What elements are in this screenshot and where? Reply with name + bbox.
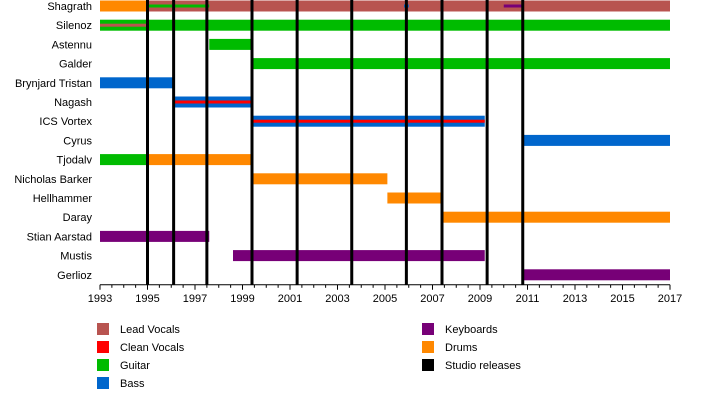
x-tick-label-2015: 2015	[610, 293, 634, 305]
bar-ics-vortex-clean-vocals-secondary	[252, 119, 485, 123]
studio-releases-layer	[146, 0, 525, 285]
x-tick-label-2009: 2009	[468, 293, 492, 305]
x-tick-label-2017: 2017	[658, 293, 682, 305]
member-label-hellhammer: Hellhammer	[33, 193, 93, 205]
member-label-mustis: Mustis	[60, 251, 92, 263]
x-tick-label-2013: 2013	[563, 293, 587, 305]
x-tick-label-1999: 1999	[230, 293, 254, 305]
member-label-tjodalv: Tjodalv	[57, 155, 93, 167]
x-tick-label-2001: 2001	[278, 293, 302, 305]
bar-tjodalv-guitar	[100, 154, 148, 166]
member-label-nagash: Nagash	[54, 97, 92, 109]
x-tick-label-2011: 2011	[516, 293, 540, 305]
bar-nagash-clean-vocals-secondary	[173, 100, 252, 104]
member-label-stian-aarstad: Stian Aarstad	[27, 231, 92, 243]
legend-swatch-bass	[97, 377, 109, 389]
member-label-daray: Daray	[63, 212, 93, 224]
bar-astennu-guitar	[209, 38, 252, 50]
member-label-shagrath: Shagrath	[47, 1, 92, 13]
legend-label-keyboards: Keyboards	[445, 324, 498, 336]
legend-swatch-guitar	[97, 359, 109, 371]
bar-stian-aarstad-keyboards	[100, 230, 210, 242]
bar-nicholas-barker-drums	[252, 173, 388, 185]
legend-swatch-studio-releases	[422, 359, 434, 371]
x-axis: 1993 1995 1997 1999 2001 2003 2005 2007 2009 2011…	[88, 284, 682, 305]
legend-label-bass: Bass	[120, 378, 145, 390]
bar-shagrath-keyboards-secondary	[503, 4, 523, 8]
legend-swatch-lead-vocals	[97, 323, 109, 335]
bar-silenoz-guitar	[100, 19, 670, 31]
bar-silenoz-lead-vocals-secondary	[100, 23, 148, 27]
legend-label-lead-vocals: Lead Vocals	[120, 324, 180, 336]
bars-layer	[100, 0, 670, 281]
bar-daray-drums	[442, 211, 670, 223]
member-label-gerlioz: Gerlioz	[57, 270, 92, 282]
member-label-silenoz: Silenoz	[56, 20, 92, 32]
member-label-nicholas-barker: Nicholas Barker	[14, 174, 92, 186]
bar-tjodalv-drums	[147, 154, 252, 166]
member-label-galder: Galder	[59, 59, 92, 71]
legend-swatch-drums	[422, 341, 434, 353]
bar-mustis-keyboards	[233, 250, 485, 262]
member-label-brynjard-tristan: Brynjard Tristan	[15, 78, 92, 90]
x-tick-label-2003: 2003	[325, 293, 349, 305]
bar-galder-guitar	[252, 58, 670, 70]
bar-cyrus-bass	[522, 134, 670, 146]
member-label-cyrus: Cyrus	[63, 135, 92, 147]
member-labels-layer: Shagrath Silenoz Astennu Galder Brynjard Tri…	[14, 1, 92, 282]
legend: Lead Vocals Clean Vocals Guitar Bass Keyboar…	[97, 323, 521, 390]
bar-shagrath-guitar-secondary	[147, 4, 210, 8]
legend-label-guitar: Guitar	[120, 360, 150, 372]
legend-swatch-keyboards	[422, 323, 434, 335]
member-label-ics-vortex: ICS Vortex	[39, 116, 92, 128]
legend-label-clean-vocals: Clean Vocals	[120, 342, 185, 354]
legend-label-studio-releases: Studio releases	[445, 360, 521, 372]
bar-gerlioz-keyboards	[522, 269, 670, 281]
legend-swatch-clean-vocals	[97, 341, 109, 353]
bar-hellhammer-drums	[387, 192, 442, 204]
x-tick-label-2007: 2007	[420, 293, 444, 305]
member-label-astennu: Astennu	[52, 39, 92, 51]
x-tick-label-1997: 1997	[183, 293, 207, 305]
x-tick-label-2005: 2005	[373, 293, 397, 305]
x-tick-label-1995: 1995	[135, 293, 159, 305]
bar-shagrath-drums	[100, 0, 148, 12]
bar-brynjard-tristan-bass	[100, 77, 174, 89]
legend-label-drums: Drums	[445, 342, 478, 354]
x-tick-label-1993: 1993	[88, 293, 112, 305]
